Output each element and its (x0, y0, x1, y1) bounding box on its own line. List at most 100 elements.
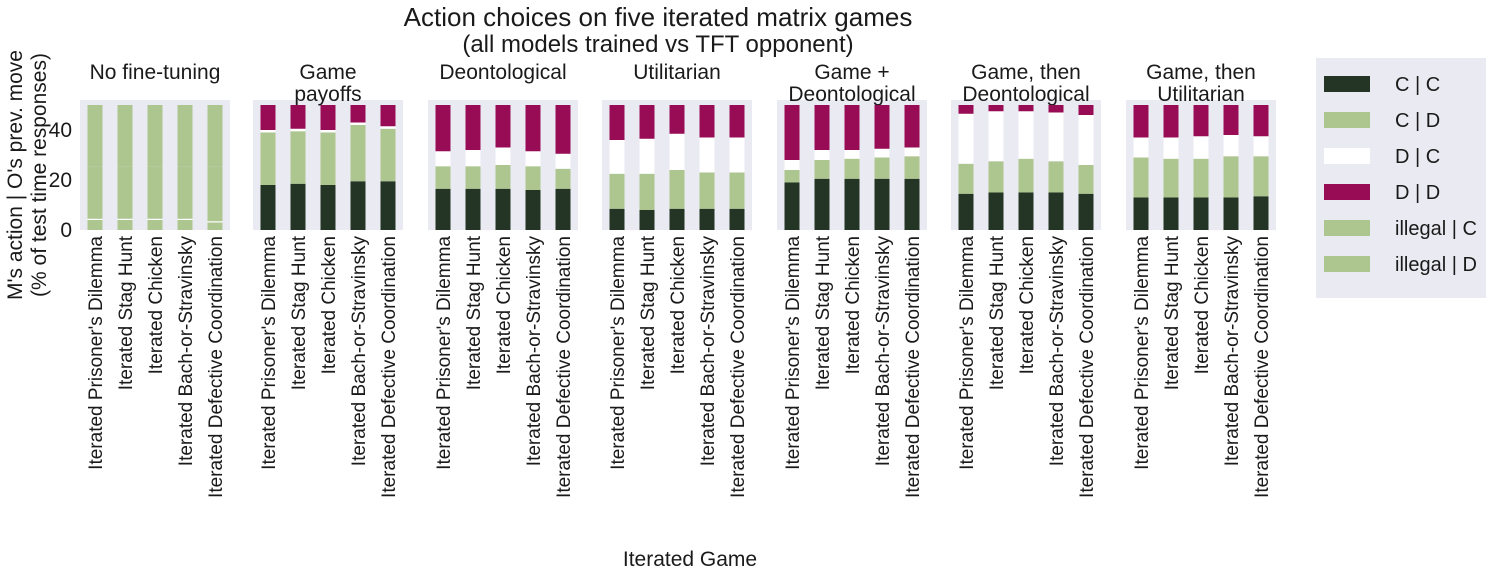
y-tick-label: 40 (49, 119, 72, 142)
bar-segment (290, 128, 306, 132)
panel-title-line2: Deontological (788, 83, 915, 106)
bar-segment (290, 105, 306, 129)
bar-segment (1078, 165, 1094, 194)
panel-title: Deontological (439, 61, 566, 84)
panel-1: No fine-tuning 0 20 40 Iterated Prisoner's D… (49, 61, 230, 498)
bar-segment (1048, 112, 1064, 162)
legend-swatch (1324, 76, 1370, 92)
bar-segment (1078, 193, 1094, 230)
x-tick-label: Iterated Stag Hunt (638, 235, 659, 390)
bar-segment (260, 130, 276, 133)
bar-segment (958, 105, 974, 114)
bar-segment (435, 151, 451, 167)
bar-segment (639, 173, 655, 210)
x-tick-label: Iterated Bach-or-Stravinsky (1222, 236, 1243, 467)
bar-segment (814, 160, 830, 179)
bar-segment (1253, 136, 1269, 157)
y-tick-label: 0 (60, 219, 72, 242)
x-tick-label: Iterated Defective Coordination (728, 236, 749, 498)
bar-segment (87, 166, 103, 219)
bar-segment (350, 122, 366, 125)
bar-segment (320, 105, 336, 130)
bar-segment (1018, 111, 1034, 159)
bar-segment (147, 218, 163, 220)
bar-segment (729, 105, 745, 138)
legend-label: C | D (1395, 110, 1440, 132)
bar-segment (117, 166, 133, 219)
bar-segment (525, 151, 541, 167)
chart-title: Action choices on five iterated matrix g… (404, 2, 913, 32)
bar-segment (87, 218, 103, 220)
bar-segment (669, 105, 685, 134)
bar-segment (669, 170, 685, 209)
x-tick-label: Iterated Bach-or-Stravinsky (524, 236, 545, 467)
legend-swatch (1324, 148, 1370, 164)
bar-segment (958, 163, 974, 194)
x-tick-label: Iterated Chicken (494, 236, 515, 374)
bar-segment (555, 188, 571, 230)
legend-label: C | C (1395, 74, 1440, 96)
bar-segment (1133, 105, 1149, 138)
bar-segment (207, 166, 223, 222)
bar-segment (729, 208, 745, 230)
x-tick-label: Iterated Stag Hunt (813, 235, 834, 390)
panel-title: No fine-tuning (90, 61, 221, 84)
bar-segment (1048, 161, 1064, 193)
bar-segment (1163, 158, 1179, 198)
bar-segment (1253, 196, 1269, 230)
x-tick-label: Iterated Stag Hunt (289, 235, 310, 390)
bar-segment (525, 105, 541, 152)
x-tick-label: Iterated Chicken (843, 236, 864, 374)
bar-segment (555, 153, 571, 169)
panel-title-line1: Game, then (1146, 61, 1256, 84)
bar-segment (350, 105, 366, 123)
bar-segment (988, 192, 1004, 230)
bar-segment (495, 105, 511, 148)
x-tick-label: Iterated Defective Coordination (554, 236, 575, 498)
bar-segment (320, 132, 336, 185)
bar-segment (380, 128, 396, 182)
bar-segment (1048, 105, 1064, 113)
bar-segment (465, 150, 481, 167)
x-axis-label: Iterated Game (623, 548, 757, 571)
bar-segment (609, 208, 625, 230)
bar-segment (1223, 135, 1239, 157)
bar-segment (495, 188, 511, 230)
bar-segment (87, 105, 103, 167)
bar-segment (1163, 197, 1179, 230)
bar-segment (904, 156, 920, 179)
bar-segment (465, 105, 481, 150)
panel-title-line1: Game, then (971, 61, 1081, 84)
x-tick-label: Iterated Prisoner's Dilemma (608, 236, 629, 470)
bar-segment (904, 105, 920, 148)
panel-title-line1: Game + (814, 61, 889, 84)
x-tick-label: Iterated Prisoner's Dilemma (1132, 236, 1153, 470)
bar-segment (350, 181, 366, 230)
bar-segment (699, 105, 715, 138)
bar-segment (207, 222, 223, 230)
x-tick-label: Iterated Stag Hunt (1162, 235, 1183, 390)
bar-segment (639, 210, 655, 230)
x-tick-label: Iterated Prisoner's Dilemma (259, 236, 280, 470)
bar-segment (729, 172, 745, 209)
bar-segment (380, 126, 396, 129)
bar-segment (465, 188, 481, 230)
legend-label: D | C (1395, 146, 1440, 168)
bar-segment (1133, 137, 1149, 158)
legend-swatch (1324, 220, 1370, 236)
bar-segment (874, 178, 890, 230)
bar-segment (639, 138, 655, 174)
legend-swatch (1324, 184, 1370, 200)
panel-title-line2: Utilitarian (1157, 83, 1245, 106)
bar-segment (525, 190, 541, 230)
panel-3: Deontological Iterated Prisoner's Dilemma… (428, 61, 578, 498)
bar-segment (1193, 136, 1209, 159)
bar-segment (177, 220, 193, 230)
bar-segment (904, 178, 920, 230)
bar-segment (1018, 105, 1034, 112)
legend-swatch (1324, 112, 1370, 128)
x-tick-label: Iterated Prisoner's Dilemma (783, 236, 804, 470)
